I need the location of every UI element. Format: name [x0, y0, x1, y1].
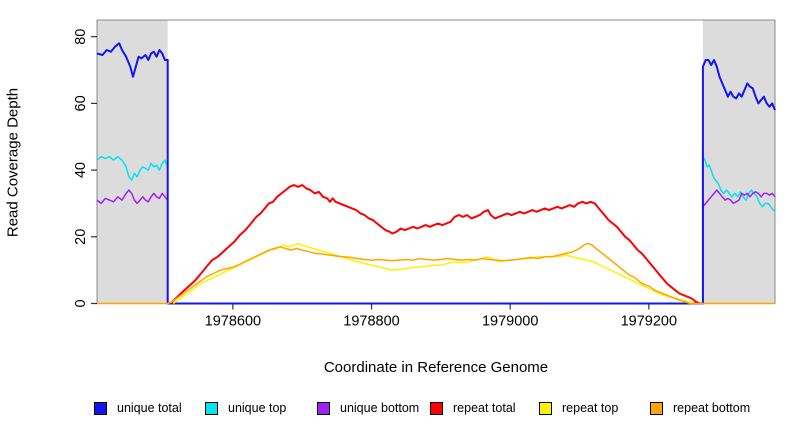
- line-unique-bottom: [96, 189, 776, 305]
- x-tick-label: 1978800: [343, 314, 399, 330]
- unique-total-swatch-icon: [94, 401, 107, 415]
- x-axis-title: Coordinate in Reference Genome: [323, 359, 549, 376]
- unique-top-swatch-icon: [205, 401, 218, 415]
- legend-item-repeat-top: repeat top: [539, 399, 618, 417]
- legend-label: unique bottom: [340, 401, 420, 415]
- masked-region: [97, 20, 168, 304]
- line-unique-top: [96, 155, 776, 305]
- legend-item-repeat-bottom: repeat bottom: [650, 399, 750, 417]
- line-unique-total: [96, 42, 776, 305]
- y-axis-title: Read Coverage Depth: [4, 87, 22, 238]
- line-repeat-top: [172, 242, 694, 305]
- legend-item-unique-top: unique top: [205, 399, 286, 417]
- x-tick-label: 1978600: [205, 314, 261, 330]
- legend-item-unique-total: unique total: [94, 399, 182, 417]
- legend: unique total unique top unique bottom re…: [0, 399, 792, 421]
- repeat-total-swatch-icon: [430, 401, 443, 415]
- legend-label: repeat bottom: [673, 401, 751, 415]
- repeat-bottom-swatch-icon: [650, 401, 663, 415]
- y-tick-label: 40: [73, 162, 89, 178]
- y-tick-label: 20: [73, 229, 89, 245]
- legend-label: unique top: [228, 401, 287, 415]
- y-tick-label: 0: [73, 299, 89, 307]
- x-tick-label: 1979000: [482, 314, 538, 330]
- x-tick-label: 1979200: [621, 314, 677, 330]
- legend-item-unique-bottom: unique bottom: [317, 399, 419, 417]
- masked-region: [702, 20, 775, 304]
- legend-label: unique total: [117, 401, 182, 415]
- plot-border: [96, 19, 776, 304]
- line-repeat-bottom: [97, 242, 775, 305]
- y-tick-label: 60: [73, 95, 89, 111]
- legend-item-repeat-total: repeat total: [430, 399, 516, 417]
- legend-label: repeat total: [453, 401, 516, 415]
- line-repeat-total: [169, 184, 701, 305]
- y-tick-label: 80: [73, 29, 89, 45]
- legend-label: repeat top: [562, 401, 619, 415]
- repeat-top-swatch-icon: [539, 401, 552, 415]
- unique-bottom-swatch-icon: [317, 401, 330, 415]
